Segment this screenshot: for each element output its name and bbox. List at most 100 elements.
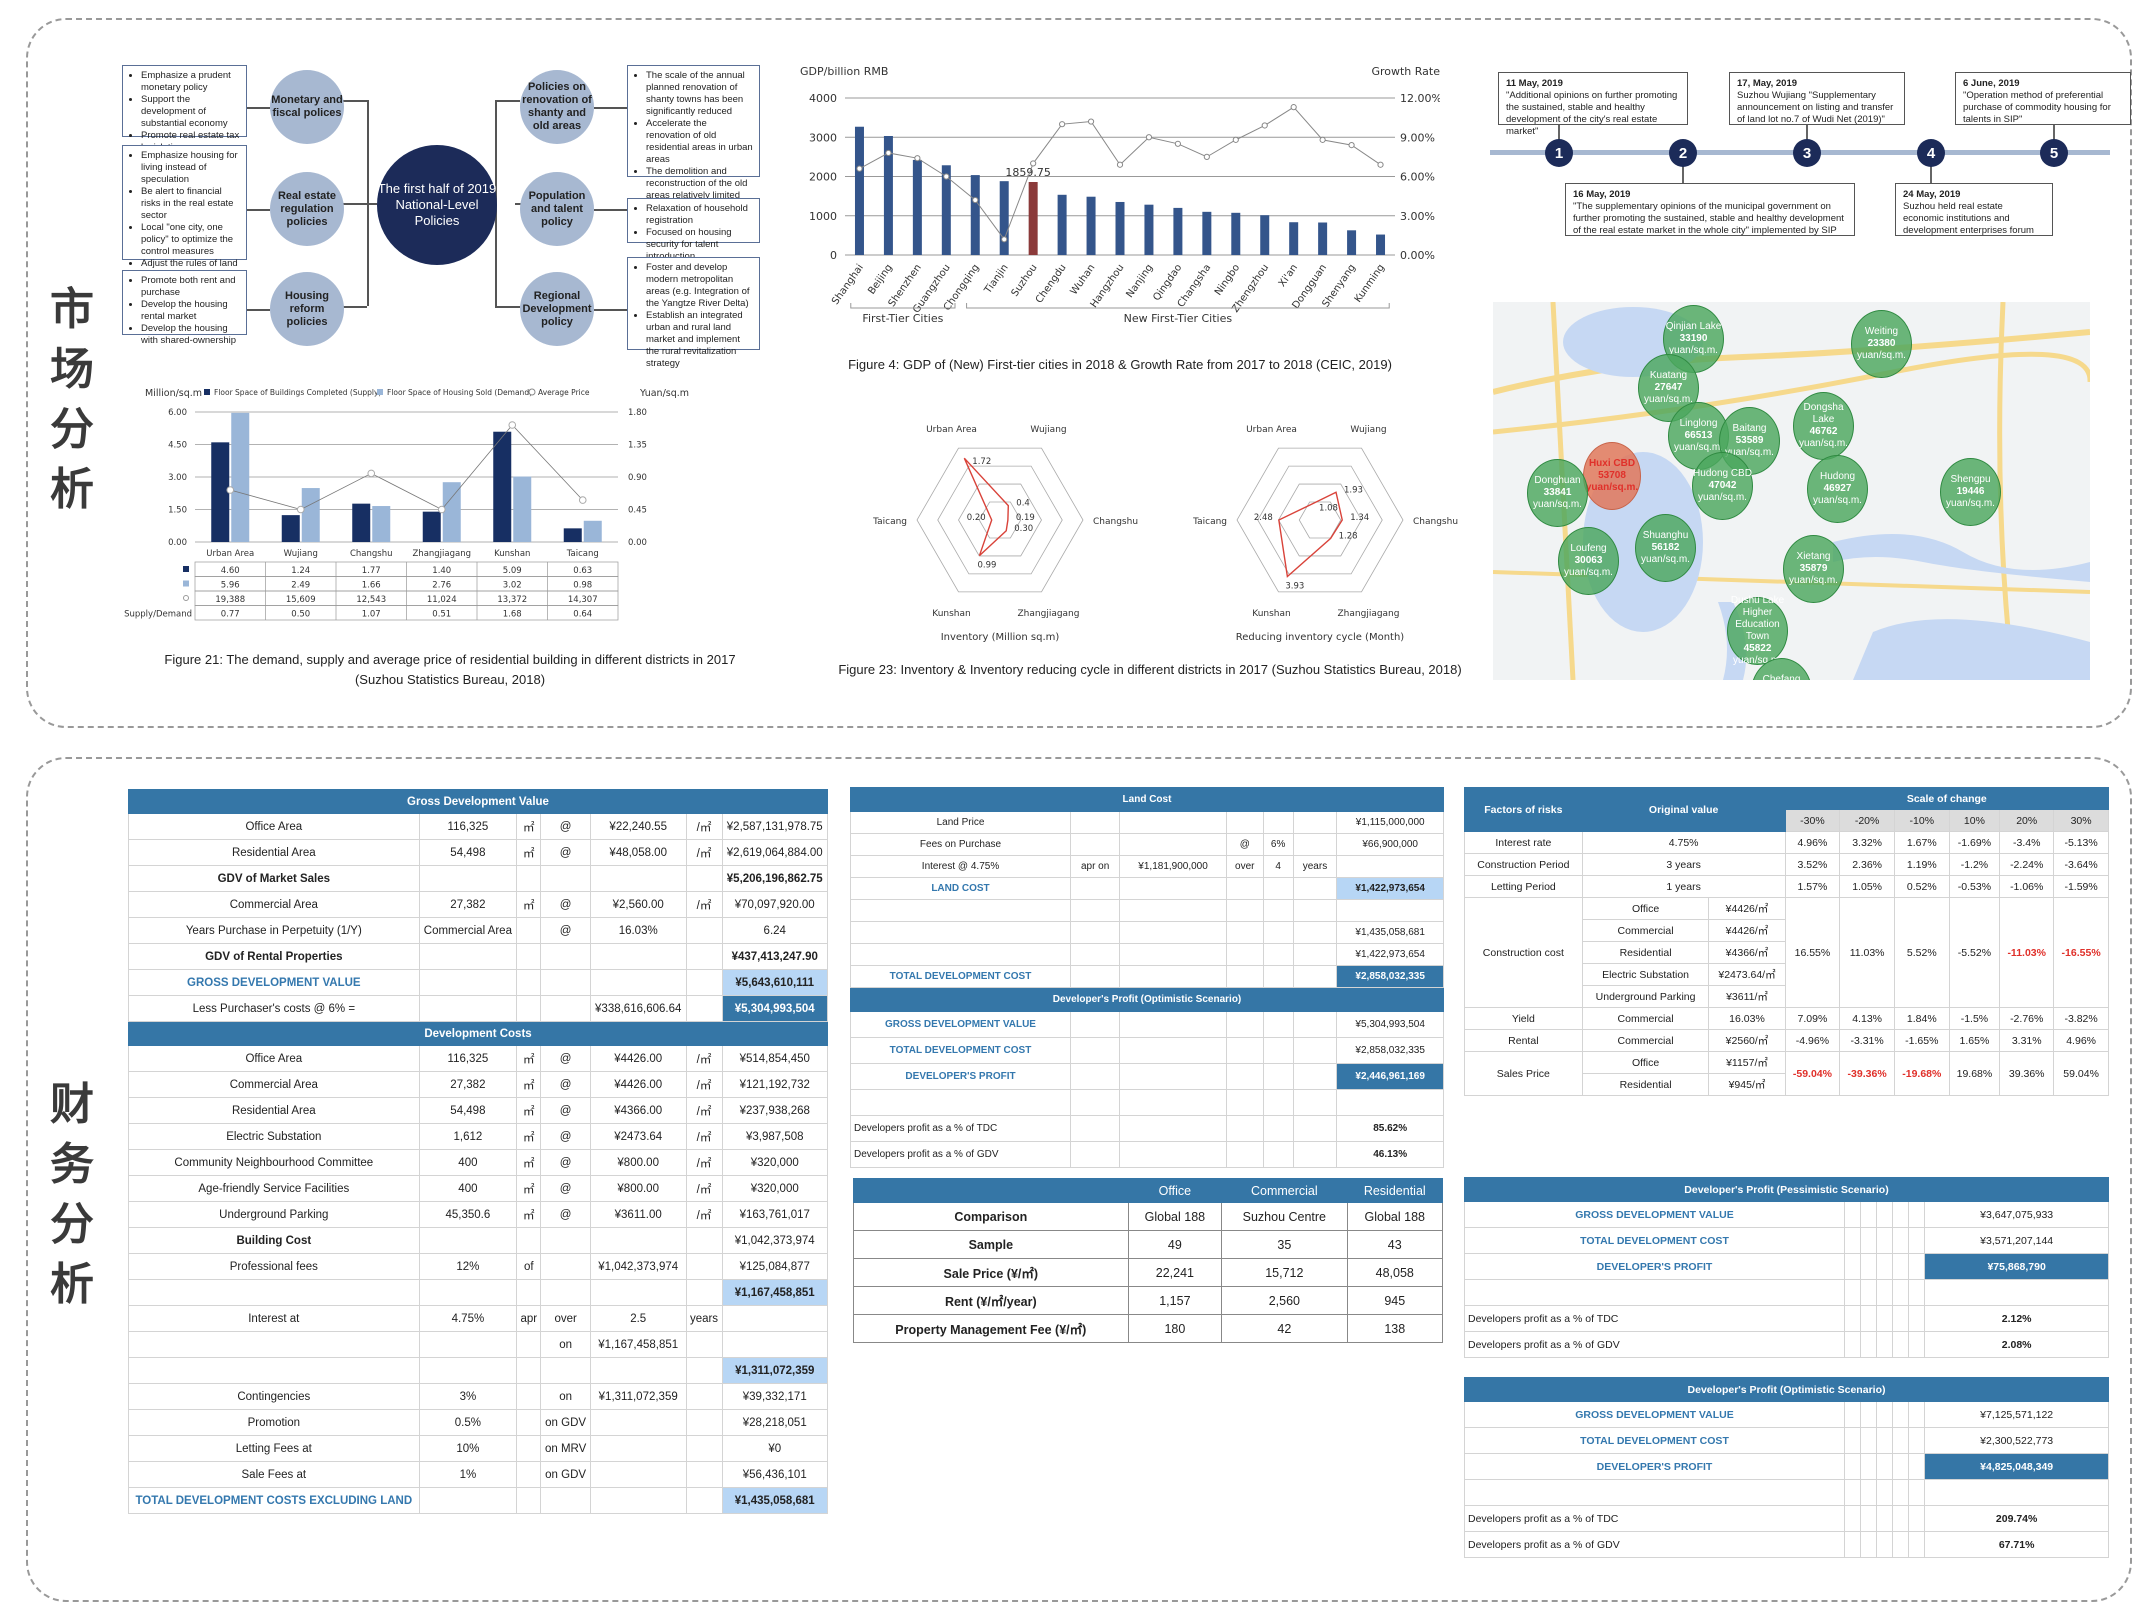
table-cell: Commercial [1581, 1029, 1710, 1052]
table-cell [1070, 833, 1121, 856]
table-cell [1924, 1279, 2109, 1306]
supply-bar [211, 442, 230, 542]
map-price-pin[interactable]: Hudong 46927 yuan/sq.m. [1807, 455, 1868, 523]
table-cell: Residential Area [128, 839, 420, 866]
table-cell: ¥320,000 [721, 1175, 828, 1202]
table-row: Letting Period 1 years 1.57% 1.05% 0.52% -0.5… [1464, 875, 2109, 898]
map-price-pin[interactable]: Loufeng 30063 yuan/sq.m. [1558, 527, 1619, 595]
map-price-pin[interactable]: Donghuan 33841 yuan/sq.m. [1527, 459, 1588, 527]
map-price-pin[interactable]: Xietang 35879 yuan/sq.m. [1783, 535, 1844, 603]
table-cell: 3.31% [1999, 1029, 2055, 1052]
pin-unit: yuan/sq.m. [1564, 567, 1613, 578]
table-cell [1860, 1505, 1878, 1532]
table-cell [1262, 811, 1294, 834]
table-cell [1262, 1115, 1294, 1142]
table-cell: Developers profit as a % of GDV [1464, 1331, 1845, 1358]
policy-bullet: The scale of the annual planned renovati… [646, 70, 753, 118]
table-cell: ¥2,858,032,335 [1336, 965, 1444, 988]
section-label-char: 析 [50, 1259, 94, 1310]
table-cell: TOTAL DEVELOPMENT COST [1464, 1427, 1845, 1454]
table-cell [589, 1409, 687, 1436]
table-row: Underground Parking 45,350.6 ㎡ @ ¥3611.00/㎡ ¥… [128, 1201, 828, 1228]
table-cell: Developers profit as a % of GDV [1464, 1531, 1845, 1558]
map-price-pin[interactable]: Shengpu 19446 yuan/sq.m. [1940, 458, 2001, 526]
map-price-pin[interactable]: Weiting 23380 yuan/sq.m. [1851, 310, 1912, 378]
table-cell [1908, 1531, 1926, 1558]
table-cell [418, 995, 518, 1022]
policy-detail-box: Emphasize a prudent monetary policySuppo… [122, 65, 247, 153]
pin-unit: yuan/sq.m. [1669, 345, 1718, 356]
pin-price: 46762 [1809, 426, 1838, 437]
table-cell: /㎡ [685, 839, 723, 866]
table-cell: ¥121,192,732 [721, 1071, 828, 1098]
price-line [230, 424, 584, 511]
table-cell [1262, 1141, 1294, 1168]
table-row: ¥1,422,973,654 [849, 943, 1444, 966]
table-cell: on [540, 1383, 591, 1410]
table-cell [1843, 1453, 1862, 1480]
table-cell: Electric Substation [1581, 963, 1710, 986]
pin-area-name: Kuatang [1649, 370, 1688, 381]
table-cell: /㎡ [685, 1045, 723, 1072]
table-cell [1070, 921, 1121, 944]
table-row [849, 899, 1444, 922]
map-price-pin[interactable]: Hudong CBD 47042 yuan/sq.m. [1692, 452, 1753, 520]
table-cell: 209.74% [1924, 1505, 2109, 1532]
policy-bullet-list: Relaxation of household registrationFocu… [646, 203, 753, 263]
radar-ring [978, 501, 1022, 539]
table-cell [685, 917, 723, 944]
map-price-pin[interactable]: Dongsha Lake 46762 yuan/sq.m. [1793, 392, 1854, 460]
table-cell [516, 1487, 542, 1514]
gdp-bar [854, 126, 864, 255]
table-cell: ¥2473.64 [589, 1123, 687, 1150]
table-cell [1860, 1479, 1878, 1506]
table-row: GDV of Rental Properties ¥437,413,247.90 [128, 943, 828, 970]
table-header-row: Factors of risks Original value Scale of c… [1464, 787, 2110, 832]
table-row: Years Purchase in Perpetuity (1/Y) Commer… [128, 917, 828, 944]
timeline-event-date: 16 May, 2019 [1573, 189, 1631, 200]
table-cell [1876, 1201, 1894, 1228]
table-cell [1292, 1141, 1338, 1168]
table-cell [1860, 1227, 1878, 1254]
map-price-pin[interactable]: Shuanghu 56182 yuan/sq.m. [1635, 514, 1696, 582]
timeline-event-date: 11 May, 2019 [1506, 78, 1563, 89]
map-price-pin[interactable]: Dushu Lake Higher Education Town 45822 yua… [1727, 595, 1788, 666]
radar-ring [1257, 465, 1383, 575]
supply-bar [422, 511, 441, 542]
connector-line [367, 203, 377, 205]
table-cell: @ [540, 917, 591, 944]
table-cell: 4.96% [2053, 1029, 2109, 1052]
radar-value-label: 1.72 [972, 457, 991, 467]
table-cell: ¥4366/㎡ [1708, 941, 1786, 964]
table-cell [1908, 1305, 1926, 1332]
table-cell: ㎡ [516, 1149, 542, 1176]
table-cell: -1.69% [1948, 831, 2001, 854]
table-row: ¥1,435,058,681 [849, 921, 1444, 944]
table-cell: 400 [418, 1175, 518, 1202]
table-cell: ¥0 [721, 1435, 828, 1462]
table-cell: @ [540, 813, 591, 840]
table-row: Construction Period 3 years 3.52% 2.36% 1.19… [1464, 853, 2109, 876]
table-cell: -0.53% [1948, 875, 2001, 898]
radar-value-label: 0.30 [1014, 524, 1033, 534]
pin-unit: yuan/sq.m. [1857, 350, 1906, 361]
pin-unit: yuan/sq.m. [1533, 499, 1582, 510]
table-cell [685, 969, 723, 996]
table-cell: 4.75% [418, 1305, 518, 1332]
table-cell [418, 865, 518, 892]
table-cell: 1.19% [1893, 853, 1950, 876]
data-table-cell: 0.51 [432, 610, 451, 620]
price-map[interactable]: Qinjian Lake 33190 yuan/sq.m. Weiting 23380 y… [1493, 302, 2090, 680]
policy-bullet: Support the development of substantial e… [141, 94, 240, 130]
gdp-bar [912, 159, 922, 255]
map-price-pin[interactable]: Huxi CBD 53708 yuan/sq.m. [1583, 442, 1641, 510]
x-tick-label: Tianjin [982, 262, 1010, 296]
policy-category-node: Monetary and fiscal polices [270, 70, 344, 144]
y2-tick-label: 3.00% [1400, 210, 1435, 223]
table-cell: 3.32% [1839, 831, 1895, 854]
table-row: Community Neighbourhood Committee 400 ㎡ @ ¥8… [128, 1149, 828, 1176]
table-row: DEVELOPER'S PROFIT ¥2,446,961,169 [849, 1063, 1444, 1090]
table-cell: Rent (¥/㎡/year) [853, 1286, 1129, 1315]
inventory-cycle-radar-chart: Urban Area Wujiang Changshu Zhangjiagang Kun… [1192, 425, 1458, 643]
table-row: Construction cost Office ¥4426/㎡ 16.55% 11.0… [1464, 897, 2109, 1008]
